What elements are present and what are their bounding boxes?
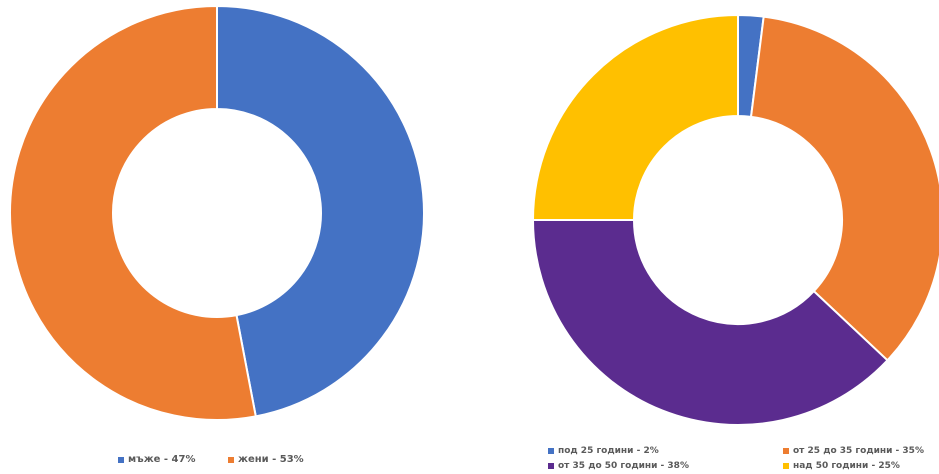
legend-item-under-25: под 25 години - 2% bbox=[548, 446, 659, 456]
legend-swatch bbox=[548, 463, 554, 469]
legend-swatch bbox=[783, 463, 789, 469]
legend-item-men: мъже - 47% bbox=[118, 454, 195, 465]
donut-slice-age-3 bbox=[531, 13, 739, 221]
legend-label: жени - 53% bbox=[238, 454, 304, 465]
legend-label: мъже - 47% bbox=[128, 454, 196, 465]
donut-slice-age-1 bbox=[749, 15, 939, 362]
legend-label: от 25 до 35 години - 35% bbox=[793, 446, 924, 456]
legend-item-women: жени - 53% bbox=[228, 454, 304, 465]
legend-label: над 50 години - 25% bbox=[793, 461, 900, 471]
legend-item-35-50: от 35 до 50 години - 38% bbox=[548, 461, 689, 471]
donut-slice-age-2 bbox=[531, 219, 889, 426]
legend-swatch bbox=[548, 448, 554, 454]
age-donut-chart bbox=[531, 13, 939, 426]
donut-slice-gender-1 bbox=[9, 4, 257, 421]
donut-slice-gender-0 bbox=[216, 4, 425, 418]
legend-item-25-35: от 25 до 35 години - 35% bbox=[783, 446, 924, 456]
legend-item-over-50: над 50 години - 25% bbox=[783, 461, 900, 471]
legend-label: от 35 до 50 години - 38% bbox=[558, 461, 689, 471]
gender-donut-chart bbox=[9, 4, 425, 421]
legend-label: под 25 години - 2% bbox=[558, 446, 659, 456]
legend-swatch bbox=[118, 456, 124, 463]
legend-swatch bbox=[228, 456, 234, 463]
legend-swatch bbox=[783, 448, 789, 454]
